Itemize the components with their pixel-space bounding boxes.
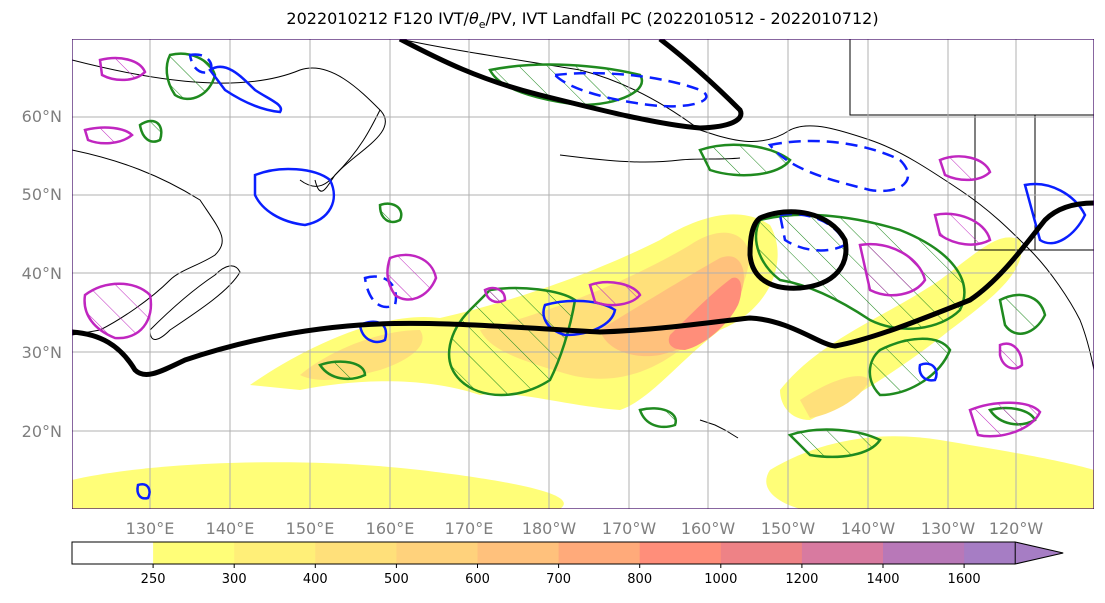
lon-label-160w: 160°W [681,519,736,538]
magenta-region-4 [386,253,438,301]
colorbar-segment [639,542,722,564]
magenta-region-9 [933,212,992,246]
green-region-8 [787,428,882,459]
colorbar: 250 300 400 500 600 700 800 1000 1200 1400 1600 [71,541,1064,587]
lon-labels: 130°E 140°E 150°E 160°E 170°E 180°W 170°… [126,519,1044,538]
lat-label-50: 50°N [22,185,62,204]
japan [149,265,241,340]
magenta-region-1 [98,56,147,82]
colorbar-segment [883,542,965,564]
lon-label-120w: 120°W [989,519,1044,538]
green-region-10 [998,293,1047,335]
lon-label-170e: 170°E [445,519,494,538]
blue-region-1 [253,167,336,227]
colorbar-tick-label: 1200 [785,572,818,587]
blue-region-2 [542,299,617,337]
green-region-12 [318,360,367,381]
magenta-region-2 [83,126,134,145]
colorbar-tick-label: 600 [465,572,490,587]
magenta-region-6 [588,280,642,307]
black-contour-north [398,39,744,131]
lon-label-150w: 150°W [761,519,816,538]
title-theta: θ [468,9,479,28]
colorbar-tick-label: 500 [384,572,409,587]
thick-black-contours [72,39,1094,377]
magenta-region-5 [483,286,507,304]
magenta-region-7 [858,242,927,297]
colorbar-segment [558,542,641,564]
lon-label-130w: 130°W [921,519,976,538]
ivt-band-250e [800,376,870,418]
lat-label-30: 30°N [22,343,62,362]
colorbar-segment [720,542,803,564]
blue-solid-contours [136,65,1087,500]
colorbar-segment [964,542,1016,564]
black-contour-main [72,200,1094,377]
colorbar-tick-label: 800 [627,572,652,587]
blue-region-7 [136,483,151,500]
colorbar-segment [234,542,316,564]
lon-label-160e: 160°E [366,519,415,538]
green-region-4 [868,337,952,397]
colorbar-segment [396,542,478,564]
colorbar-outline [71,541,1016,565]
lat-label-60: 60°N [22,107,62,126]
green-region-3 [754,213,966,330]
lon-label-170w: 170°W [602,519,657,538]
colorbar-segment [801,542,884,564]
kamchatka [314,109,381,192]
colorbar-tick-label: 1400 [866,572,899,587]
magenta-region-3 [83,282,153,340]
lat-label-20: 20°N [22,422,62,441]
blue-dashed-5 [188,53,213,74]
title-prefix: 2022010212 F120 IVT/ [286,9,469,28]
colorbar-tick-label: 250 [141,572,166,587]
magenta-contours [83,56,1042,438]
na-border [849,39,1094,116]
green-region-6 [378,202,403,224]
blue-dashed-4 [363,275,398,309]
magenta-region-11 [968,401,1042,438]
magenta-region-10 [998,342,1024,370]
lon-label-150e: 150°E [286,519,335,538]
ivt-band-800 [668,277,742,350]
lon-label-130e: 130°E [126,519,175,538]
title-theta-sub: e [478,18,486,32]
green-region-13 [138,119,163,143]
blue-region-6 [918,362,938,382]
gridlines [72,39,1094,509]
colorbar-segment [477,542,560,564]
colorbar-extend-arrow [1014,541,1064,565]
colorbar-tick-label: 1600 [948,572,981,587]
lon-label-180w: 180°W [522,519,577,538]
ivt-band-250c [72,462,564,509]
magenta-region-8 [938,155,992,182]
colorbar-segment [315,542,397,564]
colorbar-segment [153,542,235,564]
blue-dashed-1 [552,71,708,108]
lat-label-40: 40°N [22,264,62,283]
lat-labels: 60°N 50°N 40°N 30°N 20°N [22,107,62,441]
green-contours [138,52,1047,459]
colorbar-tick-label: 1000 [704,572,737,587]
blue-region-4 [1023,182,1087,245]
map-plot-area [72,39,1094,509]
colorbar-tick-label: 400 [303,572,328,587]
blue-dashed-2 [767,139,910,193]
chart-title: 2022010212 F120 IVT/θe/PV, IVT Landfall … [0,9,1105,31]
lon-label-140e: 140°E [206,519,255,538]
blue-region-3 [208,65,283,114]
green-region-2 [698,143,792,177]
green-region-5 [165,52,217,101]
lon-label-140w: 140°W [841,519,896,538]
green-region-9 [638,407,677,429]
colorbar-segment [72,542,154,564]
colorbar-tick-label: 300 [222,572,247,587]
colorbar-tick-label: 700 [546,572,571,587]
title-suffix: /PV, IVT Landfall PC (2022010512 - 20220… [485,9,879,28]
black-contour-loop [747,209,849,291]
